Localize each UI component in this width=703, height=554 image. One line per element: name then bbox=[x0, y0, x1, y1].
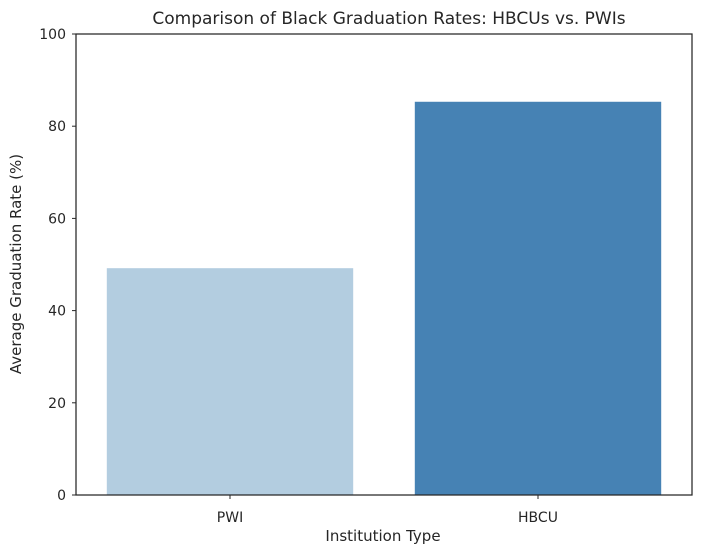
x-tick-label-hbcu: HBCU bbox=[518, 510, 558, 526]
x-axis-label: Institution Type bbox=[325, 527, 440, 545]
y-tick-label-80: 80 bbox=[48, 119, 66, 135]
x-tick-label-pwi: PWI bbox=[217, 510, 243, 526]
bar-pwi bbox=[106, 268, 354, 495]
y-tick-label-20: 20 bbox=[48, 396, 66, 412]
y-tick-label-100: 100 bbox=[39, 27, 66, 43]
plot-area: PWI HBCU 0 20 40 60 80 100 bbox=[39, 27, 693, 526]
y-tick-label-0: 0 bbox=[57, 488, 66, 504]
chart-title: Comparison of Black Graduation Rates: HB… bbox=[152, 9, 625, 29]
y-tick-label-40: 40 bbox=[48, 304, 66, 320]
y-tick-label-60: 60 bbox=[48, 211, 66, 227]
plot-frame bbox=[75, 33, 693, 496]
y-axis-label: Average Graduation Rate (%) bbox=[7, 154, 25, 374]
bar-hbcu bbox=[414, 101, 662, 495]
